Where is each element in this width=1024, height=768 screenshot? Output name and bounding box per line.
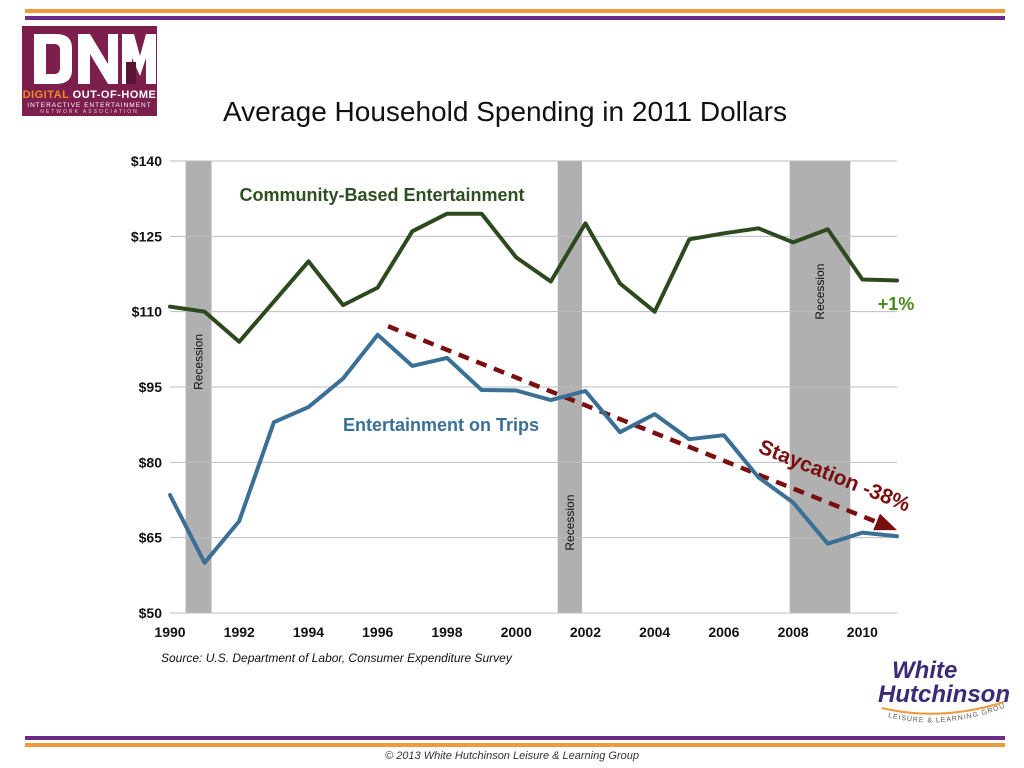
x-tick-label: 2004 [639,624,670,640]
staycation-trend-line [387,324,878,525]
y-tick-label: $95 [139,379,163,395]
wh-logo-line2: Hutchinson [878,681,1010,708]
y-tick-label: $125 [131,228,162,244]
x-tick-label: 1992 [224,624,255,640]
y-tick-label: $140 [131,153,162,169]
x-tick-label: 2000 [501,624,532,640]
logo-text-line3: NETWORK ASSOCIATION [40,109,139,115]
chart-title: Average Household Spending in 2011 Dolla… [222,96,788,127]
x-tick-label: 1994 [293,624,324,640]
top-purple-rule [25,16,1005,20]
y-tick-label: $50 [139,605,163,621]
recession-label: Recession [813,264,827,320]
x-tick-label: 2002 [570,624,601,640]
recession-label: Recession [563,495,577,551]
x-tick-label: 1990 [154,624,185,640]
logo-text-line2: INTERACTIVE ENTERTAINMENT [27,102,152,109]
y-tick-label: $80 [139,454,163,470]
recession-label: Recession [192,334,206,390]
copyright: © 2013 White Hutchinson Leisure & Learni… [385,750,639,762]
staycation-arrowhead [873,513,897,531]
white-hutchinson-logo: White Hutchinson LEISURE & LEARNING GROU… [870,652,1010,724]
trips-entertainment-line [168,332,899,565]
community-change-label: +1% [878,294,915,314]
x-tick-label: 1996 [362,624,393,640]
bottom-orange-rule [25,743,1005,747]
bottom-purple-rule [25,736,1005,740]
x-tick-label: 1998 [431,624,462,640]
top-orange-rule [25,9,1005,13]
y-tick-label: $65 [139,530,163,546]
x-tick-label: 2006 [708,624,739,640]
source-note: Source: U.S. Department of Labor, Consum… [161,651,512,665]
x-tick-label: 2010 [847,624,878,640]
trips-series-label: Entertainment on Trips [343,415,539,435]
community-series-label: Community-Based Entertainment [239,185,524,205]
dnm-logo: DIGITAL OUT-OF-HOME INTERACTIVE ENTERTAI… [22,26,157,116]
logo-text-line1: DIGITAL OUT-OF-HOME [22,89,157,101]
wh-logo-line1: White [892,657,957,684]
x-tick-label: 2008 [778,624,809,640]
dnm-logo-mark [34,34,156,84]
community-entertainment-line [168,211,899,344]
y-tick-label: $110 [132,304,163,320]
